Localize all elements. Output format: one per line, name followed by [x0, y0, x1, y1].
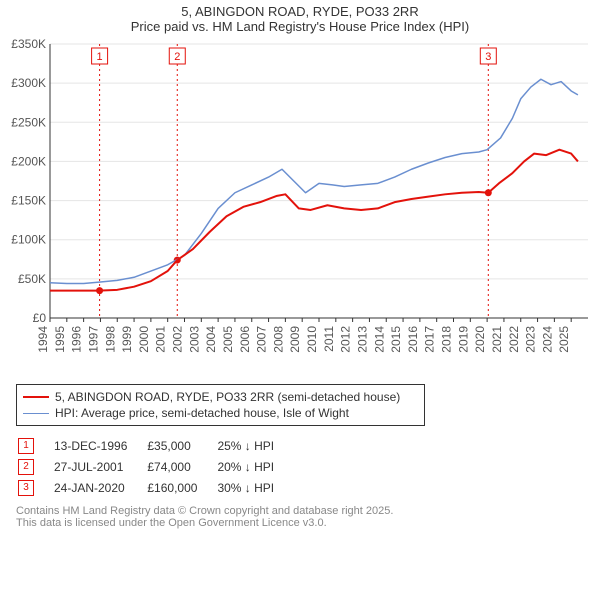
legend-item: 5, ABINGDON ROAD, RYDE, PO33 2RR (semi-d…: [23, 389, 400, 405]
svg-text:2024: 2024: [540, 326, 554, 353]
sale-marker-cell: 2: [18, 457, 52, 476]
svg-text:1996: 1996: [70, 326, 84, 353]
svg-text:2015: 2015: [389, 326, 403, 353]
svg-text:2009: 2009: [288, 326, 302, 353]
sale-marker-cell: 1: [18, 436, 52, 455]
svg-text:£50K: £50K: [18, 272, 46, 286]
svg-text:£150K: £150K: [11, 194, 46, 208]
svg-text:£0: £0: [33, 311, 47, 325]
sale-delta: 30% ↓ HPI: [217, 478, 292, 497]
sale-date: 13-DEC-1996: [54, 436, 145, 455]
svg-text:2002: 2002: [171, 326, 185, 353]
chart-title: 5, ABINGDON ROAD, RYDE, PO33 2RR Price p…: [4, 4, 596, 34]
svg-text:£300K: £300K: [11, 76, 46, 90]
svg-text:1995: 1995: [53, 326, 67, 353]
svg-text:1998: 1998: [103, 326, 117, 353]
svg-text:2022: 2022: [507, 326, 521, 353]
svg-text:2010: 2010: [305, 326, 319, 353]
svg-text:2005: 2005: [221, 326, 235, 353]
svg-text:1: 1: [97, 51, 103, 63]
svg-text:£250K: £250K: [11, 115, 46, 129]
svg-text:2018: 2018: [440, 326, 454, 353]
svg-text:2023: 2023: [524, 326, 538, 353]
svg-text:£100K: £100K: [11, 233, 46, 247]
sale-delta: 20% ↓ HPI: [217, 457, 292, 476]
svg-text:2020: 2020: [473, 326, 487, 353]
chart-area: £0 £50K £100K £150K £200K £250K £300K £350K 1994…: [4, 38, 596, 378]
svg-text:2012: 2012: [339, 326, 353, 353]
svg-text:2000: 2000: [137, 326, 151, 353]
legend-swatch: [23, 396, 49, 398]
svg-text:2014: 2014: [372, 326, 386, 353]
sale-price: £74,000: [147, 457, 215, 476]
attribution: Contains HM Land Registry data © Crown c…: [16, 505, 596, 529]
sale-marker-box: 1: [18, 438, 34, 454]
legend: 5, ABINGDON ROAD, RYDE, PO33 2RR (semi-d…: [16, 384, 425, 426]
legend-label: 5, ABINGDON ROAD, RYDE, PO33 2RR (semi-d…: [55, 390, 400, 404]
sale-date: 24-JAN-2020: [54, 478, 145, 497]
svg-text:2013: 2013: [355, 326, 369, 353]
sale-marker-box: 2: [18, 459, 34, 475]
legend-swatch: [23, 413, 49, 414]
svg-text:1999: 1999: [120, 326, 134, 353]
svg-text:2016: 2016: [406, 326, 420, 353]
svg-text:2004: 2004: [204, 326, 218, 353]
title-subtitle: Price paid vs. HM Land Registry's House …: [4, 19, 596, 34]
table-row: 2 27-JUL-2001£74,00020% ↓ HPI: [18, 457, 292, 476]
attribution-line: Contains HM Land Registry data © Crown c…: [16, 505, 596, 517]
title-address: 5, ABINGDON ROAD, RYDE, PO33 2RR: [4, 4, 596, 19]
svg-text:2001: 2001: [154, 326, 168, 353]
sale-date: 27-JUL-2001: [54, 457, 145, 476]
sale-delta: 25% ↓ HPI: [217, 436, 292, 455]
sale-marker-box: 3: [18, 480, 34, 496]
svg-text:2011: 2011: [322, 326, 336, 352]
sales-table: 1 13-DEC-1996£35,00025% ↓ HPI 2 27-JUL-2001…: [16, 434, 294, 499]
legend-item: HPI: Average price, semi-detached house,…: [23, 405, 400, 421]
svg-text:2019: 2019: [456, 326, 470, 353]
svg-text:1997: 1997: [86, 326, 100, 353]
legend-label: HPI: Average price, semi-detached house,…: [55, 406, 349, 420]
table-row: 1 13-DEC-1996£35,00025% ↓ HPI: [18, 436, 292, 455]
price-chart: £0 £50K £100K £150K £200K £250K £300K £350K 1994…: [4, 38, 594, 378]
svg-text:2008: 2008: [271, 326, 285, 353]
table-row: 3 24-JAN-2020£160,00030% ↓ HPI: [18, 478, 292, 497]
svg-text:3: 3: [485, 51, 491, 63]
svg-text:1994: 1994: [36, 326, 50, 353]
svg-text:2021: 2021: [490, 326, 504, 353]
svg-text:2025: 2025: [557, 326, 571, 353]
sale-marker-cell: 3: [18, 478, 52, 497]
svg-text:2003: 2003: [187, 326, 201, 353]
svg-text:2006: 2006: [238, 326, 252, 353]
svg-text:£350K: £350K: [11, 38, 46, 51]
svg-text:2007: 2007: [255, 326, 269, 353]
sale-price: £35,000: [147, 436, 215, 455]
svg-text:£200K: £200K: [11, 154, 46, 168]
sale-price: £160,000: [147, 478, 215, 497]
svg-text:2017: 2017: [423, 326, 437, 353]
svg-text:2: 2: [174, 51, 180, 63]
attribution-line: This data is licensed under the Open Gov…: [16, 517, 596, 529]
